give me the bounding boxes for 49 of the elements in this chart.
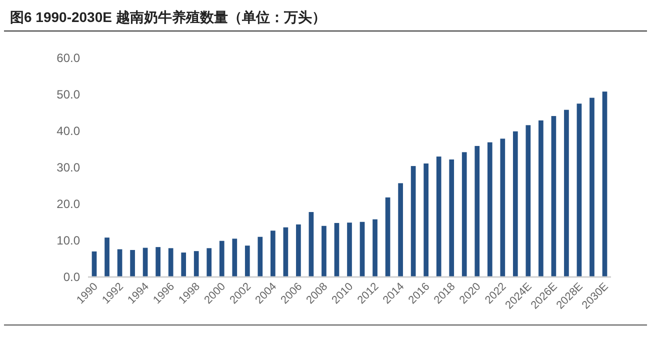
y-tick-label: 50.0 [56, 88, 80, 102]
bar [244, 246, 250, 277]
chart-title: 图6 1990-2030E 越南奶牛养殖数量（单位：万头） [10, 9, 326, 25]
bar [360, 222, 365, 277]
y-tick-label: 30.0 [56, 160, 80, 175]
bar [424, 163, 428, 277]
bar [576, 104, 582, 277]
bar [449, 159, 454, 277]
bar [526, 125, 531, 277]
bar [564, 110, 569, 277]
bar [219, 240, 224, 277]
bar [462, 152, 467, 277]
bar [308, 212, 314, 277]
bar [130, 250, 135, 277]
bar [334, 222, 340, 277]
bar [270, 230, 276, 277]
bar [500, 138, 506, 277]
bar [283, 227, 288, 277]
bar [385, 197, 390, 277]
bar [512, 131, 518, 277]
bar [602, 92, 608, 277]
bar [296, 224, 301, 277]
bar [194, 251, 199, 277]
y-tick-label: 10.0 [56, 234, 80, 248]
bar [168, 248, 174, 277]
y-tick-label: 40.0 [56, 124, 80, 138]
bar [474, 146, 480, 277]
bar [117, 249, 122, 277]
bar [551, 116, 556, 277]
bar [104, 238, 110, 277]
bar [206, 248, 212, 277]
bar [398, 183, 403, 277]
bar [181, 252, 186, 277]
bar [258, 236, 263, 277]
bar [436, 156, 442, 277]
y-tick-label: 60.0 [56, 51, 80, 66]
bar [322, 226, 326, 277]
bar [142, 248, 148, 277]
y-tick-label: 0.0 [63, 270, 80, 284]
bar [487, 142, 492, 277]
bar [590, 98, 594, 277]
bar [372, 219, 378, 277]
bar [92, 251, 97, 277]
y-tick-label: 20.0 [56, 197, 80, 212]
bar [347, 222, 352, 277]
bar [156, 247, 160, 277]
bar [410, 166, 416, 277]
bar [232, 238, 238, 277]
bar [538, 120, 544, 277]
